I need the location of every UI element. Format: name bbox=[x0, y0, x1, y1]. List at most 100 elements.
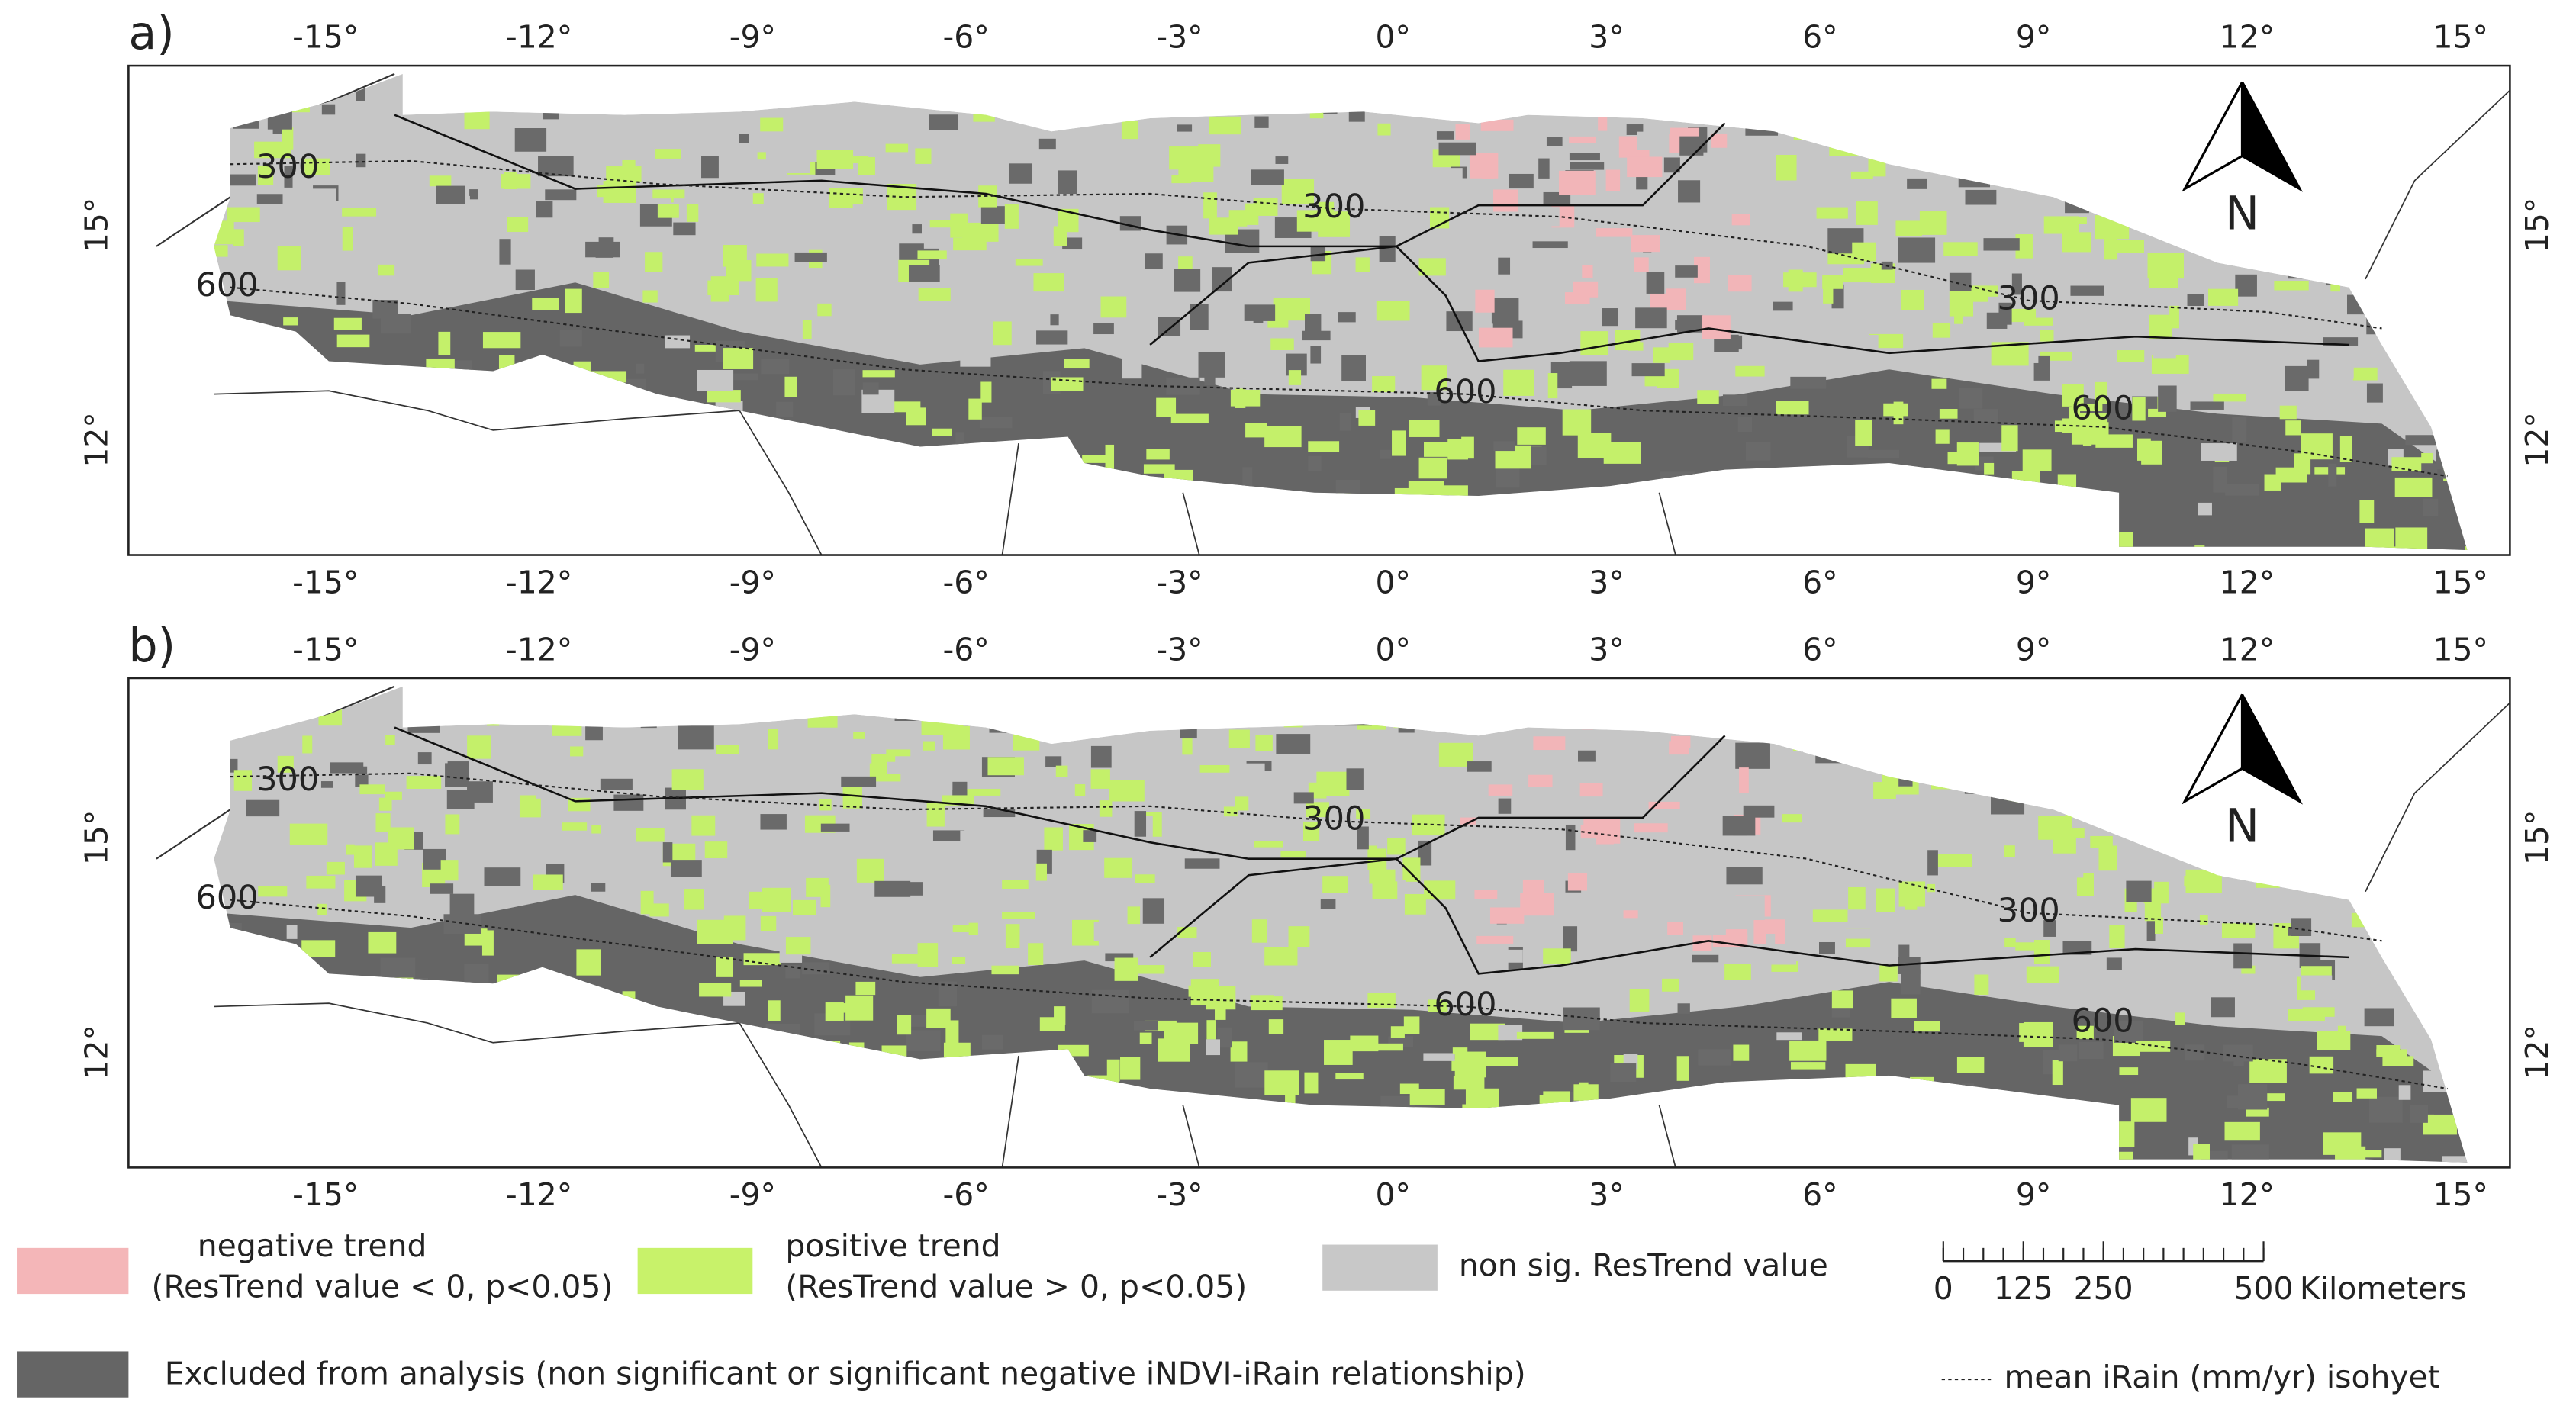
patch bbox=[1790, 1062, 1826, 1070]
border bbox=[1149, 857, 2349, 975]
lat-tick-label: 12° bbox=[79, 412, 115, 467]
patch bbox=[1675, 265, 1698, 278]
patch bbox=[1776, 155, 1797, 181]
patch bbox=[1984, 462, 1995, 475]
patch bbox=[1235, 1062, 1268, 1088]
patch bbox=[342, 227, 353, 251]
patch bbox=[841, 776, 877, 787]
patch bbox=[469, 189, 478, 200]
patch bbox=[1547, 373, 1558, 399]
patch bbox=[1206, 1020, 1216, 1040]
patch bbox=[2207, 288, 2239, 306]
patch bbox=[1339, 413, 1351, 431]
patch bbox=[2238, 1084, 2268, 1110]
patch bbox=[406, 776, 442, 789]
isohyet-label: 600 bbox=[195, 266, 258, 304]
patch bbox=[1709, 1170, 1742, 1181]
patch bbox=[726, 260, 752, 282]
legend-swatch-nonsig bbox=[1322, 1244, 1438, 1291]
patch bbox=[1150, 240, 1162, 258]
patch bbox=[1954, 314, 1963, 324]
patch bbox=[960, 830, 997, 849]
patch bbox=[938, 981, 957, 1007]
legend-swatch-negative bbox=[17, 1247, 129, 1295]
patch bbox=[1959, 388, 1983, 409]
patch bbox=[2224, 1121, 2260, 1141]
patch bbox=[2246, 1107, 2269, 1117]
patch bbox=[955, 432, 964, 446]
patch bbox=[1427, 392, 1441, 406]
patch bbox=[874, 880, 911, 897]
border bbox=[214, 1002, 823, 1168]
patch bbox=[254, 141, 291, 159]
patch bbox=[336, 334, 370, 348]
patch bbox=[484, 867, 521, 886]
lon-tick-label: 15° bbox=[2433, 19, 2487, 56]
lon-tick-label: 15° bbox=[2433, 564, 2487, 600]
border bbox=[1658, 1105, 1676, 1168]
patch bbox=[1580, 331, 1608, 356]
patch bbox=[697, 369, 734, 391]
patch bbox=[1228, 933, 1238, 947]
patch bbox=[923, 741, 935, 751]
patch bbox=[781, 150, 810, 174]
patch bbox=[856, 858, 884, 883]
scale-label: 125 bbox=[1994, 1270, 2053, 1307]
patch bbox=[233, 770, 253, 791]
patch bbox=[1171, 175, 1192, 184]
patch bbox=[2038, 356, 2050, 365]
patch bbox=[912, 224, 923, 234]
patch bbox=[968, 398, 982, 420]
patch bbox=[2391, 457, 2423, 471]
patch bbox=[818, 799, 832, 811]
patch bbox=[533, 874, 563, 890]
patch bbox=[918, 288, 951, 301]
patch bbox=[2038, 816, 2072, 840]
patch bbox=[2187, 294, 2204, 307]
patch bbox=[2090, 835, 2113, 848]
lat-tick-label: 15° bbox=[79, 198, 115, 253]
patch bbox=[1646, 272, 1665, 294]
patch bbox=[1039, 1017, 1065, 1031]
patch bbox=[2004, 938, 2016, 947]
scale-label: 0 bbox=[1934, 1270, 1953, 1307]
patch bbox=[2033, 362, 2050, 381]
patch bbox=[1667, 922, 1683, 935]
lat-tick-label: 12° bbox=[2519, 412, 2555, 467]
patch bbox=[789, 134, 815, 146]
patch bbox=[562, 822, 588, 831]
lon-tick-label: -9° bbox=[729, 564, 776, 600]
isohyet-label: 300 bbox=[1998, 892, 2060, 930]
patch bbox=[802, 962, 830, 975]
patch bbox=[385, 791, 402, 800]
patch bbox=[1005, 924, 1020, 949]
patch bbox=[1268, 1019, 1284, 1034]
patch bbox=[1635, 307, 1667, 329]
patch bbox=[982, 1034, 1003, 1050]
patch bbox=[1790, 376, 1827, 389]
patch bbox=[2225, 484, 2259, 496]
patch bbox=[1380, 449, 1392, 459]
patch bbox=[1090, 745, 1112, 768]
patch bbox=[1816, 207, 1848, 219]
legend-label: Excluded from analysis (non significant … bbox=[165, 1356, 1526, 1392]
patch bbox=[991, 965, 1019, 975]
patch bbox=[1665, 210, 1686, 221]
lon-tick-label: 15° bbox=[2433, 632, 2487, 668]
patch bbox=[369, 901, 399, 912]
patch bbox=[1745, 442, 1771, 461]
patch bbox=[430, 883, 454, 894]
patch bbox=[926, 1008, 951, 1028]
patch bbox=[1143, 464, 1175, 474]
patch bbox=[1421, 365, 1447, 391]
patch bbox=[817, 303, 832, 317]
patch bbox=[1134, 1021, 1158, 1031]
patch bbox=[1457, 941, 1476, 951]
patch bbox=[2106, 957, 2122, 970]
patch bbox=[1528, 774, 1553, 788]
patch bbox=[1532, 241, 1568, 249]
patch bbox=[1091, 989, 1129, 1014]
legend-swatch-positive bbox=[637, 1247, 753, 1295]
isohyet-line bbox=[230, 899, 2448, 1090]
patch bbox=[887, 761, 917, 774]
